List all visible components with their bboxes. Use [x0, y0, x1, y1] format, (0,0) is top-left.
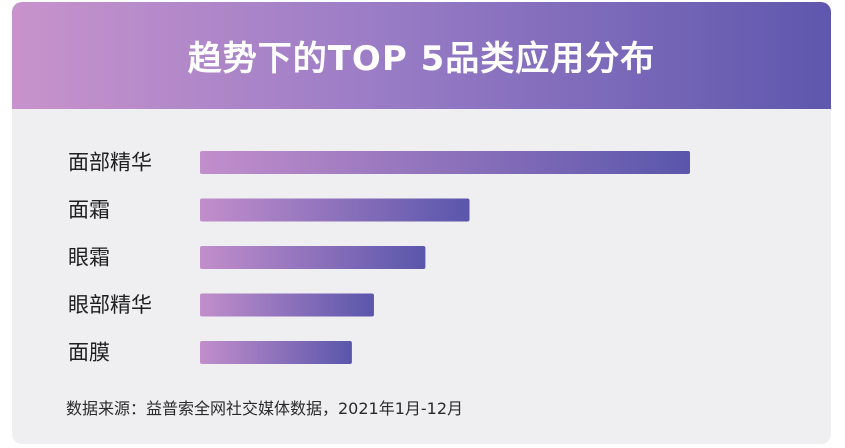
- chart-card: 趋势下的TOP 5品类应用分布 面部精华面霜眼霜眼部精华面膜 数据来源：益普索全…: [12, 2, 831, 444]
- bar: [200, 151, 690, 174]
- chart-title: 趋势下的TOP 5品类应用分布: [187, 39, 656, 79]
- bar: [200, 341, 352, 364]
- category-label: 面霜: [68, 198, 110, 222]
- bar: [200, 198, 470, 222]
- category-label: 面部精华: [68, 151, 152, 175]
- bar: [200, 246, 426, 269]
- bar: [200, 293, 374, 317]
- chart-header: [12, 2, 831, 109]
- category-label: 眼霜: [68, 246, 110, 270]
- category-label: 面膜: [68, 341, 110, 365]
- category-label: 眼部精华: [68, 293, 152, 317]
- source-note: 数据来源：益普索全网社交媒体数据，2021年1月-12月: [66, 399, 464, 418]
